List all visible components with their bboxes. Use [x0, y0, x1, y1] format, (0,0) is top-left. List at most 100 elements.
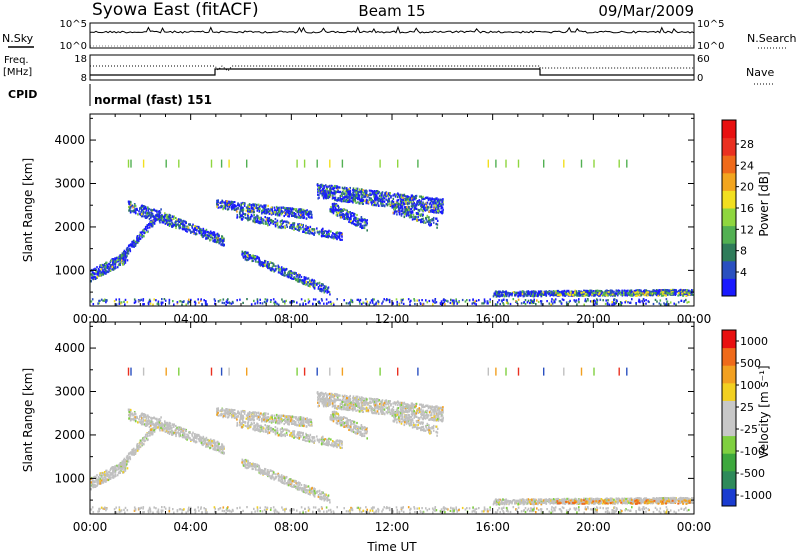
nsky-line: [89, 25, 695, 48]
data-point: [311, 232, 314, 235]
data-point: [603, 293, 606, 295]
cpid-label: CPID: [8, 88, 37, 101]
data-point: [312, 229, 314, 232]
data-point: [355, 187, 357, 190]
data-point: [122, 256, 124, 259]
data-point: [423, 219, 425, 223]
date-label: 09/Mar/2009: [598, 2, 694, 20]
data-point: [232, 201, 234, 204]
data-point: [692, 289, 694, 292]
data-point: [573, 299, 576, 302]
data-point: [262, 222, 265, 225]
data-point: [575, 290, 578, 293]
data-point: [487, 302, 489, 305]
data-point: [191, 226, 194, 229]
data-point: [503, 303, 505, 306]
data-point: [365, 302, 367, 305]
data-point: [161, 216, 164, 219]
data-point: [178, 159, 180, 168]
data-point: [649, 294, 652, 297]
data-point: [410, 208, 412, 211]
data-point: [117, 468, 120, 471]
data-point: [625, 293, 627, 296]
data-point: [121, 255, 123, 258]
data-point: [323, 185, 325, 188]
data-point: [320, 183, 323, 186]
data-point: [275, 268, 278, 271]
data-point: [299, 210, 302, 213]
data-point: [253, 218, 255, 221]
data-point: [327, 290, 330, 293]
data-point: [640, 289, 642, 292]
data-point: [580, 159, 583, 168]
data-point: [233, 208, 236, 211]
data-point: [414, 217, 417, 220]
data-point: [343, 299, 345, 302]
data-point: [675, 292, 677, 295]
data-point: [368, 189, 371, 192]
data-point: [363, 221, 366, 224]
data-point: [254, 218, 256, 221]
data-point: [629, 290, 631, 293]
data-point: [144, 215, 146, 218]
data-point: [428, 299, 431, 303]
data-point: [186, 225, 188, 228]
data-point: [198, 227, 201, 230]
data-point: [268, 217, 271, 220]
data-point: [527, 299, 530, 302]
data-point: [560, 290, 563, 293]
data-point: [258, 218, 261, 221]
data-point: [451, 299, 454, 302]
data-point: [324, 285, 326, 288]
data-point: [137, 213, 139, 216]
data-point: [442, 298, 445, 301]
data-point: [228, 159, 230, 168]
data-point: [293, 223, 295, 227]
data-point: [505, 294, 508, 298]
data-point: [323, 291, 326, 294]
data-point: [390, 195, 392, 198]
data-point: [252, 256, 255, 259]
data-point: [167, 223, 169, 226]
data-point: [336, 190, 339, 193]
data-point: [602, 299, 604, 302]
data-point: [264, 260, 267, 263]
data-point: [110, 264, 112, 267]
data-point: [126, 252, 129, 255]
data-point: [404, 213, 406, 216]
data-point: [432, 303, 434, 306]
data-point: [160, 208, 162, 211]
data-point: [366, 229, 368, 232]
data-point: [632, 291, 635, 294]
data-point: [667, 293, 669, 296]
data-point: [405, 201, 407, 204]
data-point: [265, 218, 268, 221]
data-point: [426, 301, 429, 304]
data-point: [282, 206, 285, 209]
data-point: [131, 243, 134, 246]
data-point: [363, 226, 366, 230]
data-point: [365, 198, 368, 201]
data-point: [353, 200, 356, 203]
data-point: [224, 201, 227, 204]
data-point: [97, 268, 100, 271]
data-point: [351, 212, 354, 215]
data-point: [442, 203, 444, 206]
data-point: [279, 208, 281, 211]
data-point: [185, 228, 187, 231]
data-point: [402, 198, 404, 202]
data-point: [679, 289, 681, 292]
data-point: [187, 302, 189, 305]
data-point: [355, 223, 357, 226]
data-point: [105, 301, 107, 304]
data-point: [226, 301, 229, 304]
data-point: [300, 275, 303, 279]
data-point: [311, 216, 313, 219]
data-point: [392, 203, 394, 206]
data-point: [685, 289, 688, 292]
data-point: [367, 201, 370, 204]
data-point: [625, 292, 628, 295]
data-point: [345, 187, 348, 190]
data-point: [95, 268, 98, 271]
data-point: [252, 207, 254, 210]
